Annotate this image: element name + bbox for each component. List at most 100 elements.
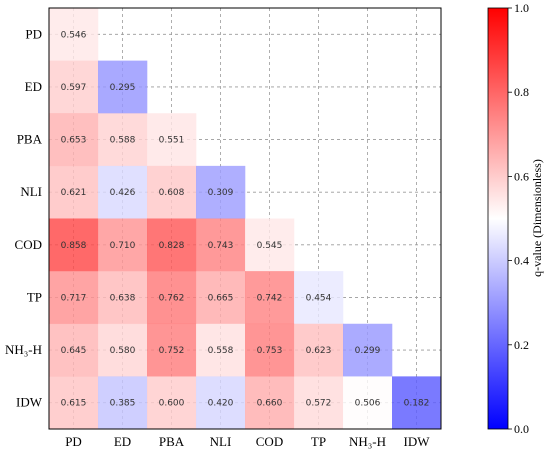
cell-value-tp-nli: 0.665 bbox=[208, 293, 234, 303]
cell-value-nh-h-ed: 0.580 bbox=[110, 346, 136, 356]
colorbar-tick-label: 0.0 bbox=[514, 422, 529, 436]
heatmap-cell-cod-nli bbox=[196, 218, 246, 272]
heatmap-cell-pba-pba bbox=[147, 113, 197, 167]
cell-value-nli-ed: 0.426 bbox=[110, 188, 136, 198]
colorbar-label: q-value (Dimensionless) bbox=[530, 159, 544, 277]
cell-value-cod-cod: 0.545 bbox=[257, 241, 283, 251]
heatmap-cell-cod-pba bbox=[147, 218, 197, 272]
cell-value-nh-h-cod: 0.753 bbox=[257, 346, 283, 356]
cell-value-tp-cod: 0.742 bbox=[257, 293, 283, 303]
heatmap-cell-idw-ed bbox=[98, 376, 148, 430]
y-tick-label-nh-h: NH₃-H bbox=[5, 342, 42, 357]
cell-value-tp-ed: 0.638 bbox=[110, 293, 136, 303]
colorbar-tick-label: 0.6 bbox=[514, 169, 529, 183]
colorbar-gradient bbox=[487, 7, 509, 430]
heatmap-cell-idw-cod bbox=[245, 376, 295, 430]
cell-value-nh-h-nli: 0.558 bbox=[208, 346, 234, 356]
cell-value-cod-pd: 0.858 bbox=[61, 241, 87, 251]
cell-value-tp-tp: 0.454 bbox=[306, 293, 332, 303]
colorbar: 0.0 0.2 0.4 0.6 0.8 1.0 q-value (Dimensionles… bbox=[487, 1, 544, 436]
cell-value-pba-pd: 0.653 bbox=[61, 136, 87, 146]
x-tick-labels: PD ED PBA NLI COD TP NH₃-H IDW bbox=[65, 434, 430, 449]
colorbar-tick-label: 0.8 bbox=[514, 85, 529, 99]
cell-value-pba-pba: 0.551 bbox=[159, 136, 185, 146]
colorbar-ticks: 0.0 0.2 0.4 0.6 0.8 1.0 bbox=[508, 1, 529, 436]
heatmap-cell-cod-ed bbox=[98, 218, 148, 272]
heatmap-cell-idw-tp bbox=[294, 376, 344, 430]
heatmap-cell-nh-h-ed bbox=[98, 323, 148, 377]
heatmap-cell-ed-ed bbox=[98, 60, 148, 114]
heatmap-cell-nh-h-pd bbox=[49, 323, 99, 377]
cell-value-cod-ed: 0.710 bbox=[110, 241, 136, 251]
cell-value-ed-pd: 0.597 bbox=[61, 83, 87, 93]
cell-value-idw-pd: 0.615 bbox=[61, 399, 87, 409]
cell-value-idw-tp: 0.572 bbox=[306, 399, 332, 409]
heatmap-cell-idw-nh-h bbox=[343, 376, 393, 430]
heatmap-cell-cod-pd bbox=[49, 218, 99, 272]
heatmap-cell-nh-h-nh-h bbox=[343, 323, 393, 377]
cell-value-nh-h-pd: 0.645 bbox=[61, 346, 87, 356]
heatmap-cell-pba-pd bbox=[49, 113, 99, 167]
cell-value-pd-pd: 0.546 bbox=[61, 30, 87, 40]
heatmap-cell-tp-ed bbox=[98, 271, 148, 325]
heatmap-cell-nli-pba bbox=[147, 165, 197, 219]
heatmap-cell-tp-cod bbox=[245, 271, 295, 325]
x-tick-label-pd: PD bbox=[65, 434, 82, 449]
x-tick-label-pba: PBA bbox=[159, 434, 185, 449]
cell-value-tp-pba: 0.762 bbox=[159, 293, 185, 303]
cell-value-nh-h-nh-h: 0.299 bbox=[355, 346, 381, 356]
cell-value-tp-pd: 0.717 bbox=[61, 293, 87, 303]
cell-value-idw-idw: 0.182 bbox=[404, 399, 430, 409]
heatmap-cell-tp-pd bbox=[49, 271, 99, 325]
heatmap-cell-nh-h-tp bbox=[294, 323, 344, 377]
x-tick-label-nh-h: NH₃-H bbox=[349, 434, 386, 449]
heatmap-cell-idw-pba bbox=[147, 376, 197, 430]
heatmap-cell-nh-h-pba bbox=[147, 323, 197, 377]
y-tick-label-pba: PBA bbox=[17, 132, 43, 147]
cell-value-idw-ed: 0.385 bbox=[110, 399, 136, 409]
x-tick-label-tp: TP bbox=[311, 434, 326, 449]
cell-value-nli-pba: 0.608 bbox=[159, 188, 185, 198]
heatmap-cell-nli-pd bbox=[49, 165, 99, 219]
cell-value-labels: 0.546 0.597 0.295 0.653 0.588 0.551 0.621 0.426… bbox=[61, 30, 430, 408]
cell-value-nli-nli: 0.309 bbox=[208, 188, 234, 198]
plot-frame bbox=[48, 7, 442, 430]
y-tick-label-ed: ED bbox=[25, 79, 42, 94]
heatmap-cell-tp-tp bbox=[294, 271, 344, 325]
cell-value-nli-pd: 0.621 bbox=[61, 188, 87, 198]
x-tick-label-ed: ED bbox=[114, 434, 131, 449]
y-tick-label-idw: IDW bbox=[16, 395, 43, 410]
x-tick-label-idw: IDW bbox=[404, 434, 431, 449]
y-tick-labels: PD ED PBA NLI COD TP NH₃-H IDW bbox=[5, 26, 43, 409]
y-tick-label-nli: NLI bbox=[20, 184, 42, 199]
y-tick-label-pd: PD bbox=[25, 26, 42, 41]
cell-value-idw-cod: 0.660 bbox=[257, 399, 283, 409]
cell-value-pba-ed: 0.588 bbox=[110, 136, 136, 146]
heatmap-cell-idw-pd bbox=[49, 376, 99, 430]
heatmap-cell-idw-idw bbox=[392, 376, 442, 430]
cell-value-idw-nli: 0.420 bbox=[208, 399, 234, 409]
heatmap-cell-tp-nli bbox=[196, 271, 246, 325]
cell-value-nh-h-tp: 0.623 bbox=[306, 346, 332, 356]
y-tick-label-cod: COD bbox=[15, 237, 42, 252]
heatmap-cell-nh-h-cod bbox=[245, 323, 295, 377]
cell-value-idw-nh-h: 0.506 bbox=[355, 399, 381, 409]
cell-value-nh-h-pba: 0.752 bbox=[159, 346, 185, 356]
cell-value-cod-nli: 0.743 bbox=[208, 241, 234, 251]
x-tick-label-cod: COD bbox=[256, 434, 283, 449]
y-tick-label-tp: TP bbox=[27, 289, 42, 304]
colorbar-tick-label: 0.2 bbox=[514, 338, 529, 352]
heatmap-cell-nli-nli bbox=[196, 165, 246, 219]
heatmap-cell-nh-h-nli bbox=[196, 323, 246, 377]
heatmap-cell-nli-ed bbox=[98, 165, 148, 219]
colorbar-tick-label: 0.4 bbox=[514, 254, 529, 268]
cell-value-idw-pba: 0.600 bbox=[159, 399, 185, 409]
cell-value-cod-pba: 0.828 bbox=[159, 241, 185, 251]
colorbar-tick-label: 1.0 bbox=[514, 1, 529, 15]
heatmap-cell-cod-cod bbox=[245, 218, 295, 272]
heatmap-cell-pd-pd bbox=[49, 8, 99, 61]
heatmap-cell-pba-ed bbox=[98, 113, 148, 167]
heatmap-cells bbox=[49, 8, 442, 430]
cell-value-ed-ed: 0.295 bbox=[110, 83, 136, 93]
